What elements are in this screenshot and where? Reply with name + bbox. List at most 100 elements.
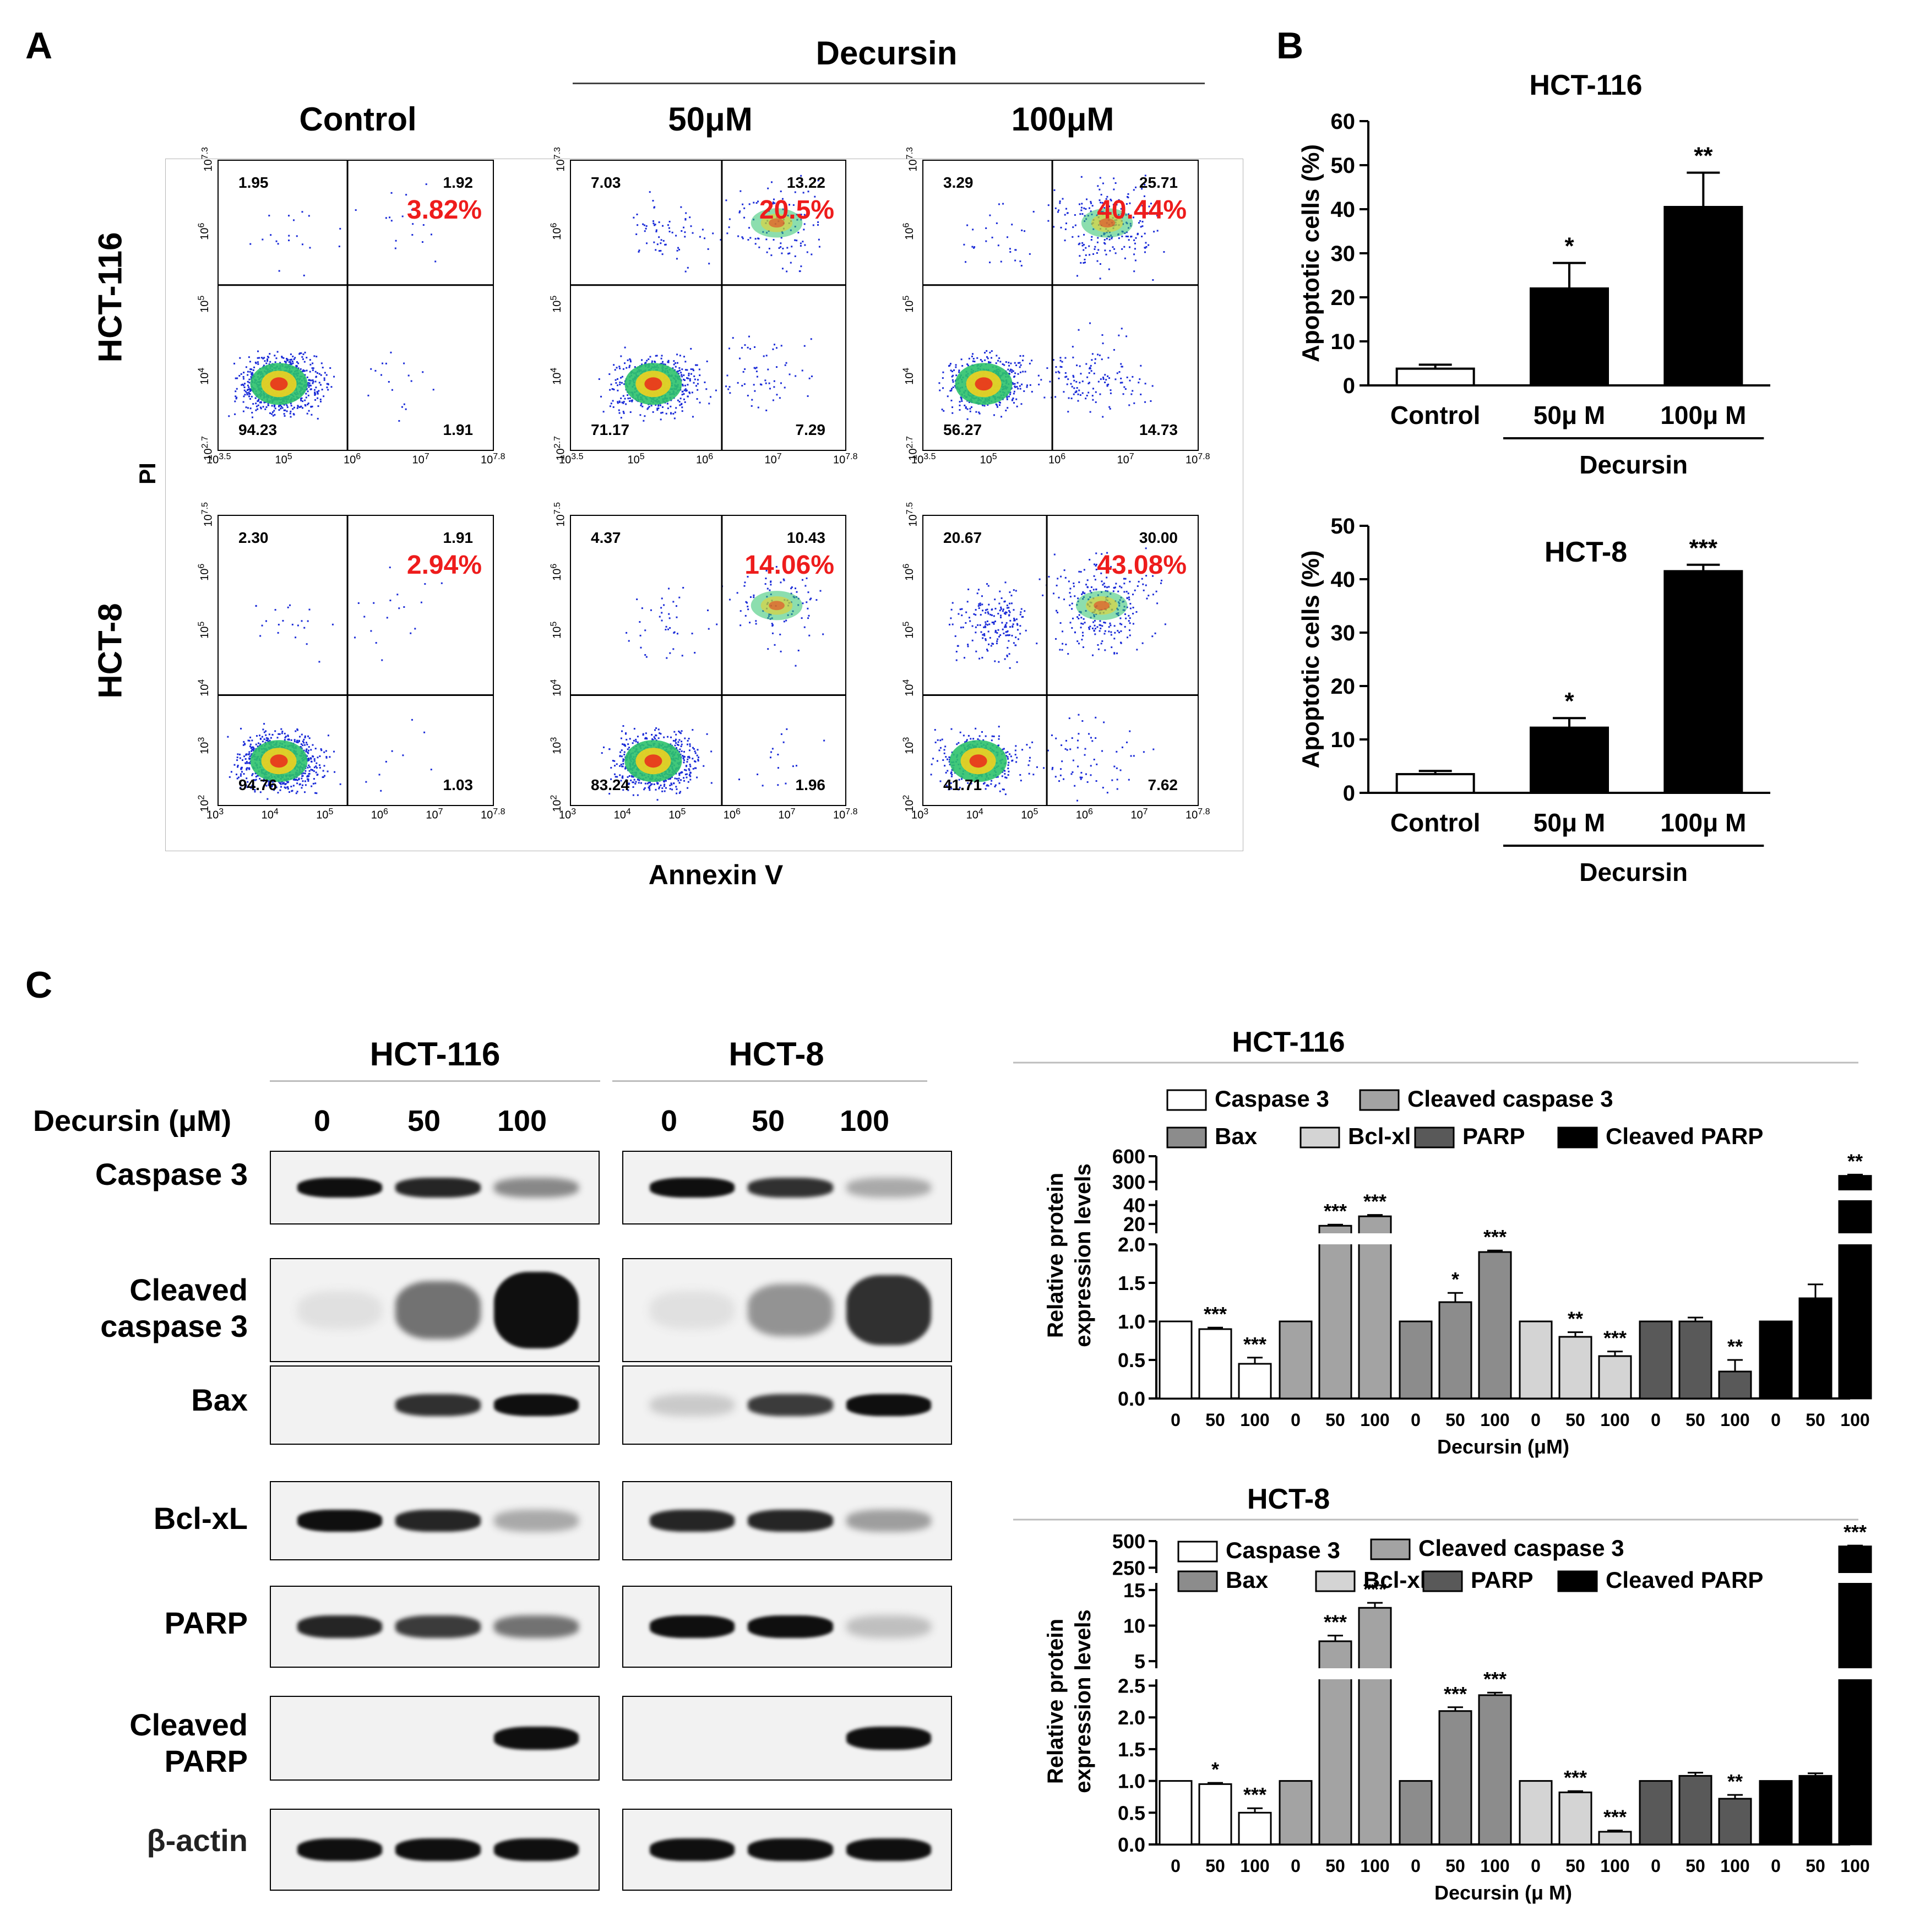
flow-event xyxy=(794,239,796,241)
flow-event xyxy=(632,742,634,744)
flow-event xyxy=(280,783,282,785)
flow-event xyxy=(688,372,690,374)
flow-event xyxy=(792,765,794,768)
flow-event xyxy=(282,619,284,622)
flow-event xyxy=(972,738,975,740)
flow-event xyxy=(284,415,286,417)
flow-event xyxy=(686,369,688,371)
flow-event xyxy=(1067,411,1069,413)
flow-event xyxy=(323,395,325,398)
flow-event xyxy=(951,752,953,754)
flow-event xyxy=(806,577,808,579)
flow-event xyxy=(622,395,624,397)
flow-event xyxy=(1163,251,1165,253)
flow-event xyxy=(1085,254,1087,256)
flow-event xyxy=(239,757,241,759)
flow-event xyxy=(676,362,678,364)
flow-event xyxy=(1064,240,1066,242)
flow-event xyxy=(1086,376,1089,378)
y-tick-exponent: 2 xyxy=(197,794,206,800)
flow-event xyxy=(997,744,999,747)
flow-event xyxy=(262,728,264,731)
flow-event xyxy=(646,242,648,244)
flow-event xyxy=(1126,195,1128,198)
flow-event xyxy=(644,230,646,232)
flow-event xyxy=(308,758,310,760)
flow-event xyxy=(314,748,317,750)
flow-event xyxy=(1079,242,1081,244)
flow-event xyxy=(236,377,238,379)
flow-event xyxy=(1105,379,1107,381)
flow-event xyxy=(271,734,274,736)
flow-event xyxy=(279,733,281,735)
flow-event xyxy=(240,768,242,770)
apoptotic-percent: 14.06% xyxy=(744,551,834,580)
flow-event xyxy=(259,777,261,780)
flow-event xyxy=(241,759,243,761)
flow-event xyxy=(659,616,661,618)
flow-event xyxy=(1144,232,1146,235)
flow-event xyxy=(644,654,646,656)
flow-event xyxy=(1095,391,1097,393)
y-tick-label: 103 xyxy=(197,737,211,754)
flow-event xyxy=(247,781,249,783)
flow-event xyxy=(638,251,640,253)
flow-event xyxy=(243,389,246,391)
flow-event xyxy=(1121,248,1123,250)
flow-event xyxy=(1141,225,1144,227)
flow-event xyxy=(675,786,677,788)
flow-event xyxy=(290,739,292,741)
flow-event xyxy=(1055,371,1057,373)
flow-event xyxy=(1013,402,1015,404)
flow-event xyxy=(683,777,685,779)
flow-event xyxy=(338,246,340,248)
flow-event xyxy=(289,363,291,365)
flow-event xyxy=(679,355,681,357)
flow-event xyxy=(1124,388,1127,390)
flow-event xyxy=(617,402,619,404)
flow-event xyxy=(290,786,292,788)
flow-event xyxy=(1088,207,1090,209)
flow-event xyxy=(801,617,803,619)
flow-event xyxy=(673,369,676,371)
flow-event xyxy=(314,371,317,373)
y-tick-label: 102 xyxy=(197,794,211,812)
flow-event xyxy=(1085,247,1087,249)
flow-event xyxy=(1080,373,1082,375)
x-tick-label: 105 xyxy=(275,452,292,466)
flow-event xyxy=(304,351,306,353)
flow-event xyxy=(649,356,651,358)
flow-event xyxy=(610,402,612,405)
flow-event xyxy=(326,383,328,385)
flow-event xyxy=(672,648,675,650)
flow-event xyxy=(618,412,621,414)
flow-event xyxy=(316,391,318,393)
flow-event xyxy=(679,732,682,734)
flow-event xyxy=(1123,246,1125,248)
flow-event xyxy=(641,607,643,609)
flow-event xyxy=(770,751,773,753)
flow-event xyxy=(1088,245,1090,247)
flow-event xyxy=(986,350,988,352)
flow-event xyxy=(772,624,774,626)
flow-event xyxy=(1121,382,1123,384)
flow-event xyxy=(1141,236,1143,238)
flow-event xyxy=(785,362,787,364)
flow-plot: 4.37 10.43 83.24 1.96 14.06% xyxy=(570,515,846,806)
flow-event xyxy=(251,785,253,787)
flow-event xyxy=(1092,253,1095,255)
y-tick-label: 107.3 xyxy=(552,147,567,172)
flow-event xyxy=(316,375,318,378)
flow-event xyxy=(250,747,252,749)
flow-event xyxy=(646,408,649,410)
flow-event xyxy=(808,377,811,379)
quadrant-lr: 1.96 xyxy=(795,776,826,793)
flow-event xyxy=(663,736,665,738)
flow-event xyxy=(738,211,741,214)
flow-event xyxy=(965,740,967,742)
flow-event xyxy=(1094,246,1096,248)
flow-event xyxy=(249,243,252,245)
flow-event xyxy=(678,777,680,780)
flow-event xyxy=(776,366,778,368)
flow-event xyxy=(1076,275,1078,277)
